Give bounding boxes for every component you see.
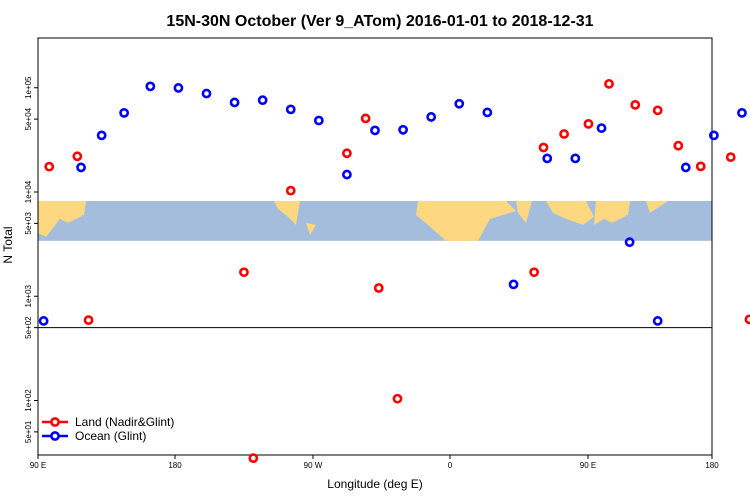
- y-tick-label: 1e+05: [24, 76, 33, 99]
- x-tick-label: 0: [448, 461, 453, 470]
- y-tick-label: 5e+01: [24, 420, 33, 443]
- x-axis: 90 E 180 90 W 0 90 E 180: [30, 455, 719, 470]
- series-1: [38, 81, 747, 326]
- legend-label: Land (Nadir&Glint): [75, 415, 174, 429]
- data-point: [725, 152, 736, 163]
- data-point: [44, 161, 55, 172]
- data-point: [426, 112, 437, 122]
- x-tick-label: 180: [705, 461, 719, 470]
- map-land-6: [594, 200, 630, 225]
- data-point: [248, 453, 259, 464]
- map-land-0: [38, 200, 86, 237]
- data-point: [83, 315, 94, 326]
- data-point: [145, 81, 156, 92]
- data-point: [342, 148, 352, 159]
- data-point: [342, 169, 352, 180]
- data-point: [454, 98, 465, 109]
- data-point: [542, 153, 553, 164]
- data-point: [695, 161, 706, 172]
- data-point: [201, 88, 212, 99]
- data-point: [239, 267, 249, 278]
- data-point: [630, 99, 641, 110]
- data-point: [173, 83, 184, 93]
- data-point: [392, 393, 403, 404]
- series-0: [44, 78, 750, 464]
- y-axis-label: N Total: [1, 226, 15, 263]
- data-point: [229, 97, 240, 108]
- legend: Land (Nadir&Glint)Ocean (Glint): [42, 415, 174, 443]
- legend-marker: [50, 431, 60, 441]
- data-point: [673, 140, 684, 151]
- y-tick-label: 5e+04: [24, 107, 33, 130]
- data-point: [257, 95, 268, 106]
- y-axis: 5e+01 1e+02 5e+02 1e+03 5e+03 1e+04 5e+04 1e+05: [24, 76, 38, 443]
- data-point: [285, 104, 296, 115]
- data-point: [538, 142, 549, 153]
- data-point: [508, 279, 519, 290]
- plot-border: [37, 37, 713, 456]
- data-point: [604, 78, 614, 89]
- x-tick-label: 90 E: [30, 461, 46, 470]
- data-point: [529, 267, 540, 278]
- map-land-4: [516, 200, 532, 223]
- data-point: [76, 162, 86, 173]
- legend-marker: [50, 417, 60, 427]
- data-point: [38, 316, 49, 326]
- data-point: [370, 125, 380, 136]
- data-point: [708, 130, 719, 141]
- data-point: [744, 314, 750, 325]
- data-point: [119, 107, 130, 118]
- x-tick-label: 90 W: [304, 461, 323, 470]
- data-point: [624, 237, 635, 248]
- map-land-7: [646, 200, 668, 213]
- chart-title: 15N-30N October (Ver 9_ATom) 2016-01-01 …: [166, 13, 593, 30]
- data-point: [96, 130, 107, 141]
- data-point: [737, 107, 747, 118]
- data-point: [652, 316, 663, 326]
- map-land-2: [306, 222, 316, 235]
- data-point: [680, 162, 691, 173]
- y-tick-label: 1e+03: [24, 284, 33, 307]
- x-tick-label: 90 E: [580, 461, 596, 470]
- y-tick-label: 1e+02: [24, 389, 33, 412]
- data-point: [583, 118, 594, 129]
- data-points: [38, 78, 750, 464]
- data-point: [652, 105, 663, 116]
- data-point: [360, 113, 371, 124]
- map-land-1: [274, 200, 300, 225]
- data-point: [285, 185, 296, 196]
- world-map-band: [38, 200, 712, 241]
- data-point: [313, 115, 324, 126]
- map-land-5: [546, 200, 594, 225]
- y-tick-label: 5e+03: [24, 212, 33, 235]
- data-point: [398, 124, 408, 135]
- legend-label: Ocean (Glint): [75, 429, 146, 443]
- data-point: [72, 151, 83, 162]
- y-tick-label: 1e+04: [24, 180, 33, 203]
- map-land-3: [416, 200, 516, 241]
- data-point: [482, 107, 493, 118]
- data-point: [373, 283, 384, 293]
- data-point: [559, 129, 569, 139]
- x-tick-label: 180: [168, 461, 182, 470]
- x-axis-label: Longitude (deg E): [327, 477, 422, 491]
- y-tick-label: 5e+02: [24, 316, 33, 339]
- data-point: [570, 153, 581, 164]
- data-point: [596, 123, 607, 134]
